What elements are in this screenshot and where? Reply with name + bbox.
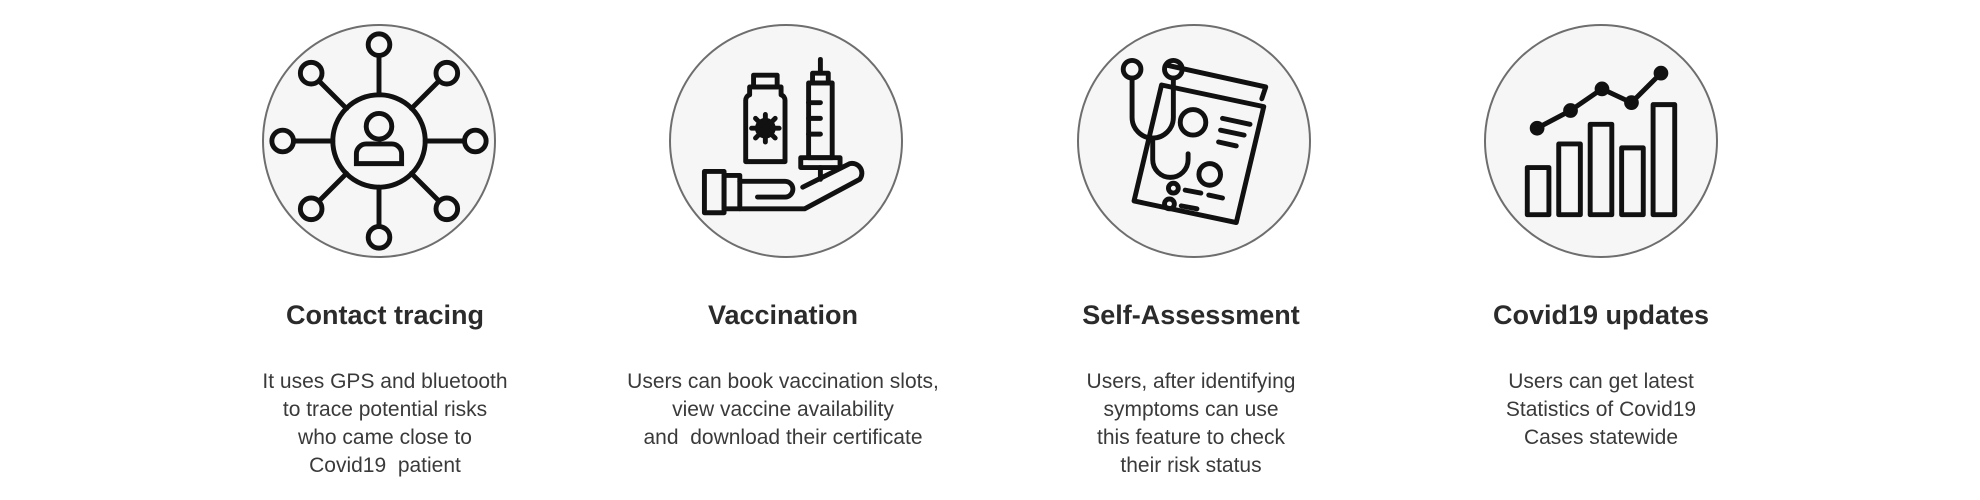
feature-description: Users can get latest Statistics of Covid…	[1505, 370, 1697, 449]
feature-description: Users, after identifying symptoms can us…	[1086, 370, 1296, 477]
vaccine-hand-icon	[669, 24, 903, 258]
feature-covid19-updates: Covid19 updates Users can get latest Sta…	[1401, 0, 1801, 500]
feature-description: Users can book vaccination slots, view v…	[627, 370, 939, 449]
feature-description: It uses GPS and bluetooth to trace poten…	[262, 370, 508, 477]
feature-title: Vaccination	[707, 300, 859, 330]
feature-vaccination: Vaccination Users can book vaccination s…	[583, 0, 983, 500]
feature-title: Contact tracing	[285, 300, 485, 330]
feature-contact-tracing: Contact tracing It uses GPS and bluetoot…	[185, 0, 585, 500]
feature-title: Covid19 updates	[1492, 300, 1710, 330]
stethoscope-report-icon	[1077, 24, 1311, 258]
feature-self-assessment: Self-Assessment Users, after identifying…	[991, 0, 1391, 500]
bar-line-chart-icon	[1484, 24, 1718, 258]
contact-network-icon	[262, 24, 496, 258]
feature-title: Self-Assessment	[1082, 300, 1300, 330]
